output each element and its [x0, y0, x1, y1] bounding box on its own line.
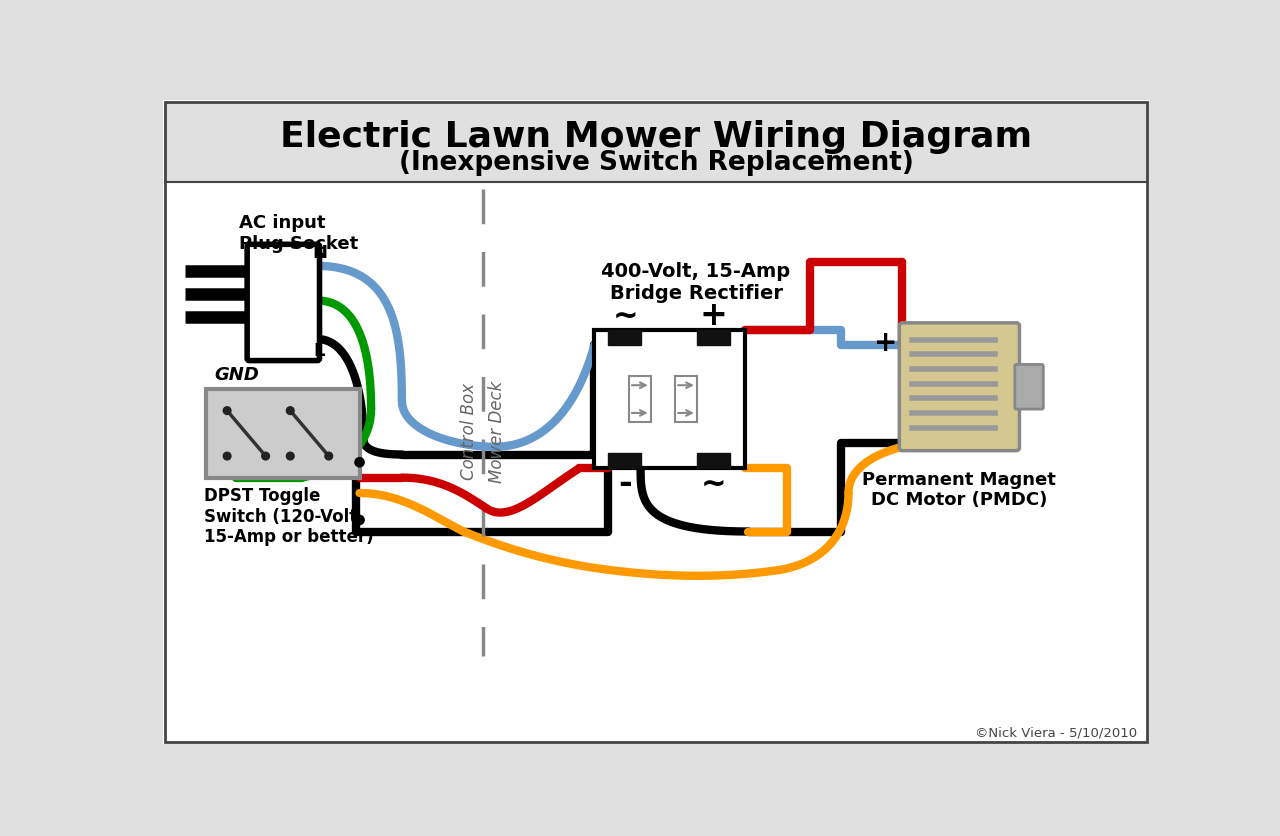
Bar [696, 329, 730, 345]
Text: Permanent Magnet
DC Motor (PMDC): Permanent Magnet DC Motor (PMDC) [863, 471, 1056, 509]
Text: 400-Volt, 15-Amp
Bridge Rectifier: 400-Volt, 15-Amp Bridge Rectifier [602, 262, 791, 303]
Text: ~: ~ [701, 469, 727, 498]
Text: +: + [700, 299, 728, 333]
FancyBboxPatch shape [1015, 364, 1043, 409]
Bar [594, 329, 745, 468]
Bar [165, 102, 1147, 182]
Text: -: - [618, 467, 632, 500]
Circle shape [262, 452, 270, 460]
Circle shape [355, 457, 365, 466]
Text: Mower Deck: Mower Deck [488, 380, 506, 482]
Text: +: + [874, 329, 897, 357]
Text: AC input
Plug Socket: AC input Plug Socket [238, 214, 358, 253]
Bar [608, 329, 641, 345]
Bar [696, 453, 730, 468]
FancyBboxPatch shape [247, 244, 320, 360]
Bar [608, 453, 641, 468]
Text: Control Box: Control Box [460, 383, 477, 480]
Text: GND: GND [215, 366, 260, 385]
Circle shape [223, 452, 230, 460]
Text: Electric Lawn Mower Wiring Diagram: Electric Lawn Mower Wiring Diagram [280, 120, 1032, 155]
Text: ©Nick Viera - 5/10/2010: ©Nick Viera - 5/10/2010 [975, 726, 1137, 740]
Text: ~: ~ [612, 302, 637, 330]
Circle shape [355, 515, 365, 525]
Text: N: N [312, 244, 326, 262]
Bar [206, 389, 360, 477]
FancyBboxPatch shape [900, 323, 1019, 451]
Text: (Inexpensive Switch Replacement): (Inexpensive Switch Replacement) [398, 150, 914, 176]
Text: L: L [314, 342, 325, 359]
Circle shape [287, 452, 294, 460]
Circle shape [287, 407, 294, 415]
Circle shape [325, 452, 333, 460]
Text: DPST Toggle
Switch (120-Volt,
15-Amp or better): DPST Toggle Switch (120-Volt, 15-Amp or … [204, 487, 374, 547]
Circle shape [223, 407, 230, 415]
